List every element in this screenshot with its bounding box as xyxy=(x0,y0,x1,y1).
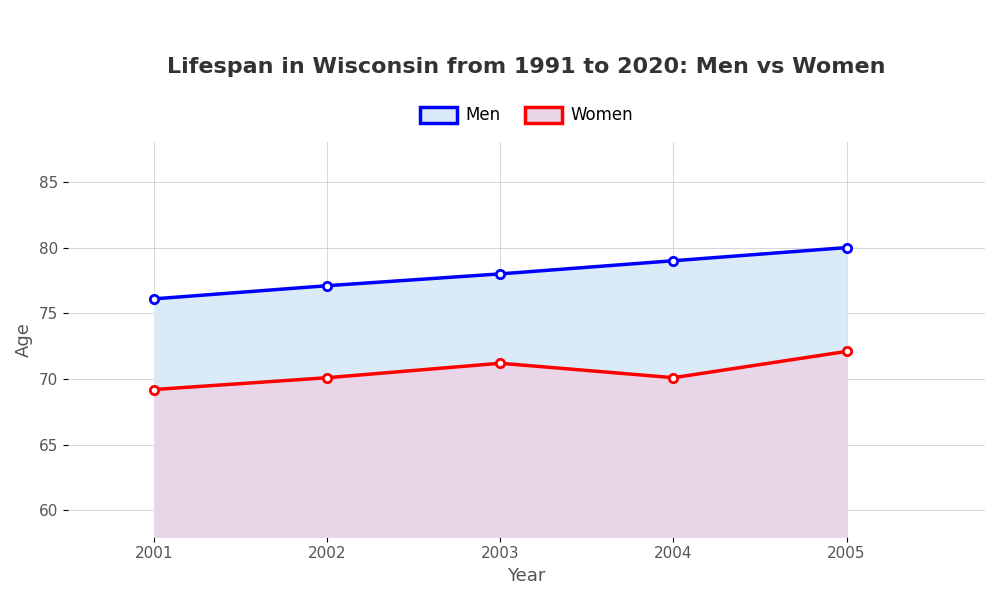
Legend: Men, Women: Men, Women xyxy=(413,100,639,131)
Y-axis label: Age: Age xyxy=(15,322,33,357)
X-axis label: Year: Year xyxy=(507,567,546,585)
Title: Lifespan in Wisconsin from 1991 to 2020: Men vs Women: Lifespan in Wisconsin from 1991 to 2020:… xyxy=(167,57,886,77)
